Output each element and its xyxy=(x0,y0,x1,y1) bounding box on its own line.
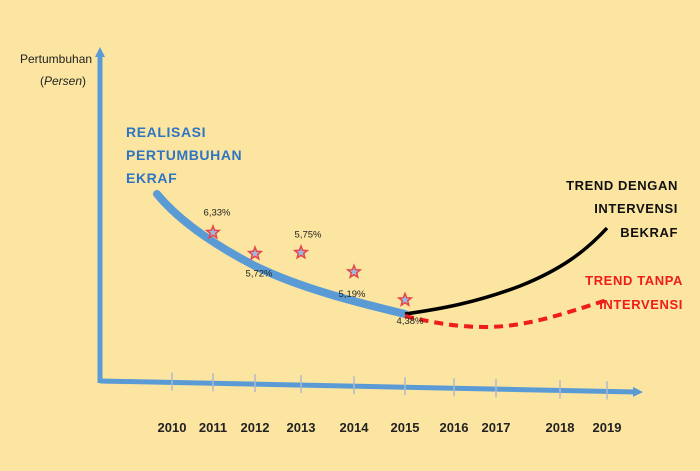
x-axis-ticks xyxy=(171,372,608,400)
data-label-2013: 5,75% xyxy=(295,230,322,241)
annotation-realisasi-1: REALISASI xyxy=(126,124,206,140)
data-point-2011 xyxy=(204,223,222,240)
x-tick-label-2016: 2016 xyxy=(440,420,469,435)
x-tick-label-2012: 2012 xyxy=(241,420,270,435)
data-point-2014 xyxy=(345,263,363,279)
annotation-realisasi-3: EKRAF xyxy=(126,170,177,186)
annotation-realisasi-2: PERTUMBUHAN xyxy=(126,147,242,163)
data-point-2013 xyxy=(292,243,310,260)
annotation-tanpa-2: INTERVENSI xyxy=(599,297,683,312)
x-tick-label-2017: 2017 xyxy=(482,420,511,435)
x-tick-label-2014: 2014 xyxy=(340,420,370,435)
series-trend-dengan-intervensi-line xyxy=(404,226,609,316)
annotation-dengan-2: INTERVENSI xyxy=(594,201,678,216)
data-points: 6,33% 5,72% 5,75% 5,19% 4,38% xyxy=(204,207,424,326)
x-tick-label-2019: 2019 xyxy=(593,420,622,435)
x-axis xyxy=(99,378,643,397)
x-tick-label-2010: 2010 xyxy=(158,420,187,435)
data-label-2014: 5,19% xyxy=(339,289,366,300)
data-point-2015 xyxy=(396,291,414,307)
x-tick-label-2013: 2013 xyxy=(287,420,316,435)
annotation-dengan-3: BEKRAF xyxy=(620,225,678,240)
data-label-2015: 4,38% xyxy=(397,316,424,327)
series-trend-tanpa-intervensi-line xyxy=(404,298,608,330)
x-tick-label-2015: 2015 xyxy=(391,420,420,435)
x-tick-label-2018: 2018 xyxy=(546,420,575,435)
x-axis-tick-labels: 2010 2011 2012 2013 2014 2015 2016 2017 2018 2019 xyxy=(158,420,622,435)
x-tick-label-2011: 2011 xyxy=(199,420,227,435)
data-point-2012 xyxy=(246,244,264,261)
series-realisasi-line xyxy=(153,190,409,318)
y-axis-unit-label: (Persen) xyxy=(40,74,86,88)
annotation-dengan-1: TREND DENGAN xyxy=(566,178,678,193)
y-axis-label: Pertumbuhan xyxy=(20,52,92,66)
annotation-tanpa-1: TREND TANPA xyxy=(585,273,683,288)
data-label-2012: 5,72% xyxy=(246,269,273,280)
data-label-2011: 6,33% xyxy=(204,207,231,218)
